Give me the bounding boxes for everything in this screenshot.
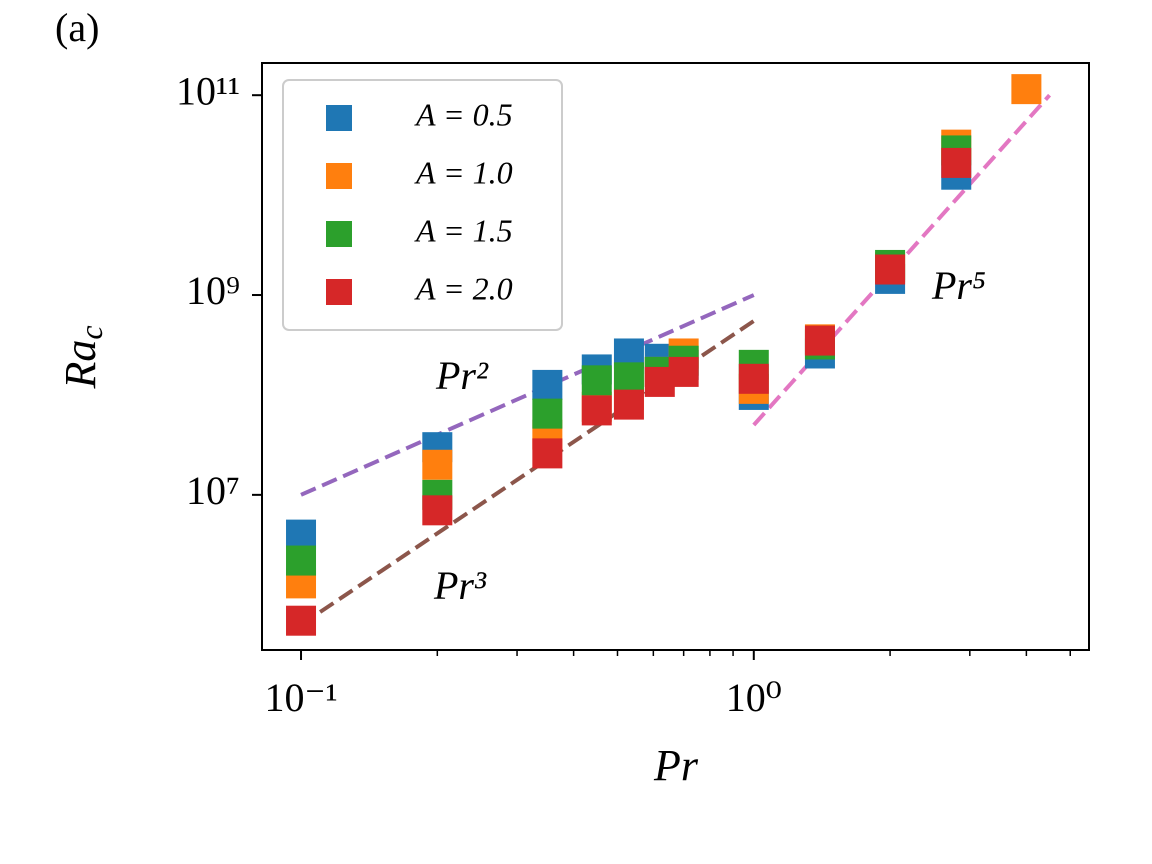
plot-area xyxy=(286,74,1052,636)
x-tick-label: 10⁰ xyxy=(726,675,782,720)
legend-swatch xyxy=(326,279,352,305)
fit-annotation: Pr³ xyxy=(433,563,487,608)
legend-label: A = 2.0 xyxy=(414,270,513,306)
legend-label: A = 1.0 xyxy=(414,154,513,190)
marker xyxy=(581,365,612,396)
fit-annotation: Pr² xyxy=(435,353,489,398)
marker xyxy=(286,605,317,636)
y-label-base: Ra xyxy=(56,340,105,390)
legend-label: A = 1.5 xyxy=(414,212,513,248)
marker xyxy=(613,362,644,393)
marker xyxy=(941,147,972,178)
legend-swatch xyxy=(326,105,352,131)
fit-line xyxy=(300,293,755,497)
marker xyxy=(668,356,699,387)
y-tick-label: 10⁷ xyxy=(186,468,240,513)
marker xyxy=(804,325,835,356)
legend-swatch xyxy=(326,221,352,247)
marker xyxy=(422,449,453,480)
marker xyxy=(532,438,563,469)
marker xyxy=(286,519,317,550)
x-tick-label: 10⁻¹ xyxy=(264,675,337,720)
legend-swatch xyxy=(326,163,352,189)
marker xyxy=(532,369,563,400)
marker xyxy=(1011,74,1042,105)
fit-annotation: Pr⁵ xyxy=(931,263,986,308)
legend-label: A = 0.5 xyxy=(414,96,513,132)
marker xyxy=(286,545,317,576)
marker xyxy=(875,254,906,285)
y-axis-label: Rac xyxy=(56,325,109,389)
y-tick-label: 10⁹ xyxy=(186,268,240,313)
y-tick-label: 10¹¹ xyxy=(176,68,240,113)
marker xyxy=(422,495,453,526)
panel-label: (a) xyxy=(55,5,99,50)
marker xyxy=(532,398,563,429)
marker xyxy=(581,395,612,426)
axes-frame xyxy=(261,62,1090,651)
legend-box xyxy=(282,79,563,331)
x-axis-label: Pr xyxy=(653,741,699,790)
marker xyxy=(738,363,769,394)
y-label-subscript: c xyxy=(73,325,109,339)
marker xyxy=(613,389,644,420)
